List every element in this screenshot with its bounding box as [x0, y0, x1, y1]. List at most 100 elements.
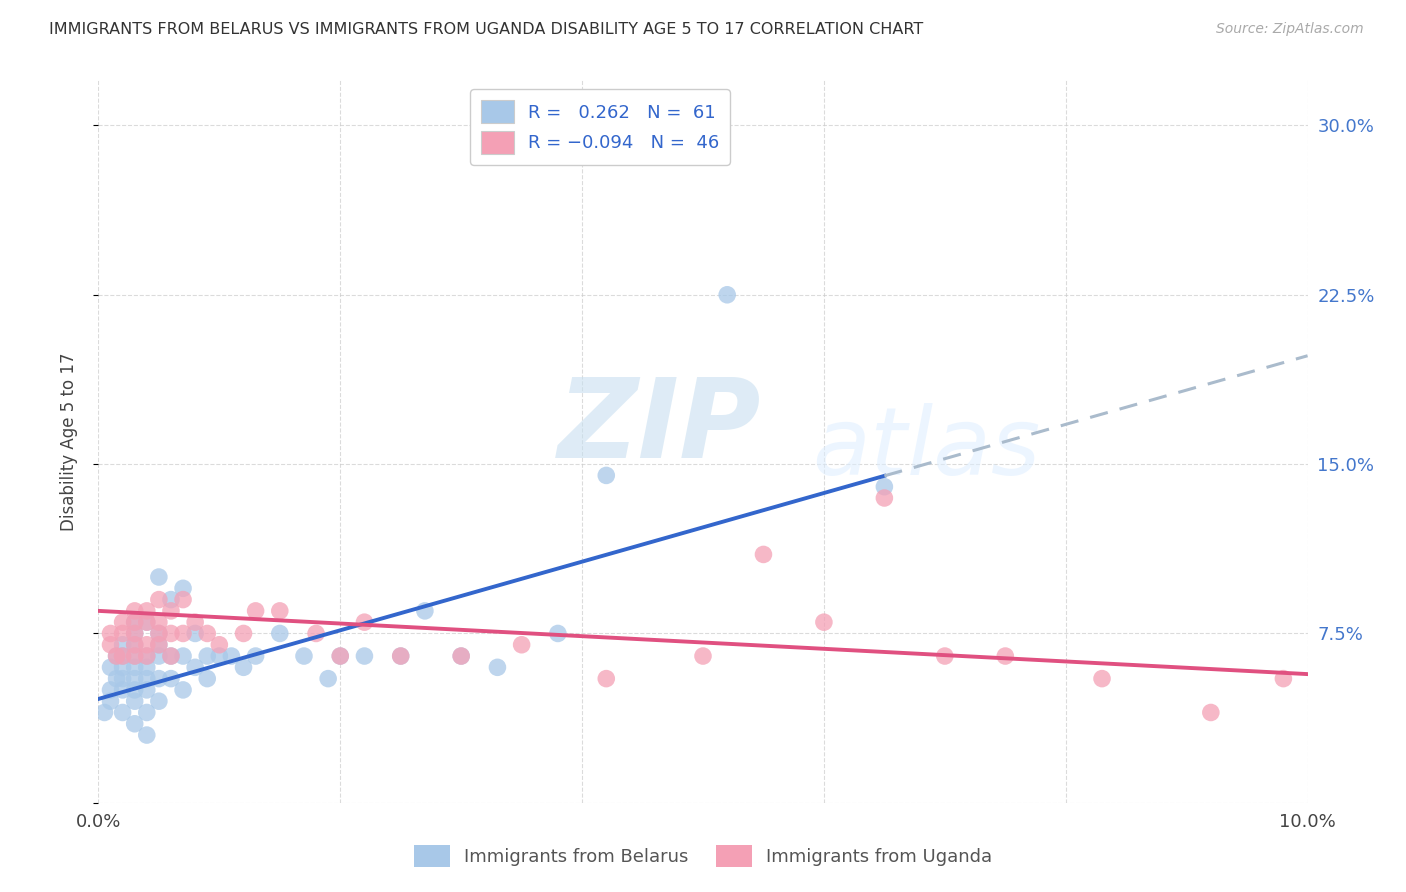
Point	[208, 648, 231, 663]
Point	[124, 648, 146, 663]
Point	[148, 648, 170, 663]
Point	[353, 615, 375, 630]
Point	[124, 716, 146, 731]
Point	[873, 480, 896, 494]
Point	[105, 672, 128, 686]
Point	[195, 672, 218, 686]
Point	[124, 626, 146, 640]
Point	[124, 648, 146, 663]
Point	[100, 660, 122, 674]
Point	[184, 615, 207, 630]
Point	[172, 582, 194, 596]
Point	[111, 706, 134, 720]
Point	[160, 672, 183, 686]
Point	[269, 604, 291, 618]
Point	[148, 570, 170, 584]
Point	[195, 648, 218, 663]
Point	[172, 682, 194, 697]
Point	[1272, 672, 1295, 686]
Point	[135, 672, 157, 686]
Point	[124, 626, 146, 640]
Point	[148, 638, 170, 652]
Point	[692, 648, 714, 663]
Point	[160, 626, 183, 640]
Point	[172, 592, 194, 607]
Point	[135, 648, 157, 663]
Y-axis label: Disability Age 5 to 17: Disability Age 5 to 17	[59, 352, 77, 531]
Point	[105, 648, 128, 663]
Point	[329, 648, 352, 663]
Legend: Immigrants from Belarus, Immigrants from Uganda: Immigrants from Belarus, Immigrants from…	[406, 838, 1000, 874]
Point	[124, 682, 146, 697]
Point	[135, 660, 157, 674]
Point	[100, 638, 122, 652]
Point	[245, 648, 267, 663]
Point	[100, 694, 122, 708]
Point	[160, 592, 183, 607]
Point	[595, 672, 617, 686]
Point	[135, 682, 157, 697]
Text: IMMIGRANTS FROM BELARUS VS IMMIGRANTS FROM UGANDA DISABILITY AGE 5 TO 17 CORRELA: IMMIGRANTS FROM BELARUS VS IMMIGRANTS FR…	[49, 22, 924, 37]
Point	[135, 706, 157, 720]
Text: Source: ZipAtlas.com: Source: ZipAtlas.com	[1216, 22, 1364, 37]
Point	[994, 648, 1017, 663]
Point	[124, 615, 146, 630]
Point	[547, 626, 569, 640]
Point	[111, 615, 134, 630]
Point	[124, 638, 146, 652]
Point	[93, 706, 115, 720]
Point	[148, 592, 170, 607]
Point	[148, 672, 170, 686]
Point	[595, 468, 617, 483]
Point	[124, 694, 146, 708]
Point	[486, 660, 509, 674]
Point	[124, 604, 146, 618]
Point	[111, 660, 134, 674]
Point	[100, 626, 122, 640]
Point	[316, 672, 339, 686]
Point	[148, 626, 170, 640]
Point	[389, 648, 412, 663]
Point	[208, 638, 231, 652]
Point	[160, 648, 183, 663]
Point	[111, 672, 134, 686]
Point	[1091, 672, 1114, 686]
Point	[135, 604, 157, 618]
Point	[329, 648, 352, 663]
Point	[873, 491, 896, 505]
Point	[195, 626, 218, 640]
Point	[135, 638, 157, 652]
Text: atlas: atlas	[811, 403, 1040, 494]
Point	[934, 648, 956, 663]
Point	[148, 626, 170, 640]
Point	[305, 626, 328, 640]
Point	[813, 615, 835, 630]
Point	[269, 626, 291, 640]
Point	[124, 660, 146, 674]
Point	[111, 682, 134, 697]
Point	[111, 648, 134, 663]
Point	[124, 638, 146, 652]
Point	[716, 287, 738, 301]
Point	[148, 615, 170, 630]
Point	[450, 648, 472, 663]
Point	[172, 648, 194, 663]
Point	[1199, 706, 1222, 720]
Point	[184, 660, 207, 674]
Point	[245, 604, 267, 618]
Point	[160, 604, 183, 618]
Point	[124, 615, 146, 630]
Point	[105, 648, 128, 663]
Point	[135, 615, 157, 630]
Point	[111, 648, 134, 663]
Point	[135, 615, 157, 630]
Point	[160, 648, 183, 663]
Point	[111, 638, 134, 652]
Point	[221, 648, 243, 663]
Point	[413, 604, 436, 618]
Point	[292, 648, 315, 663]
Point	[232, 660, 254, 674]
Point	[135, 728, 157, 742]
Point	[752, 548, 775, 562]
Point	[148, 638, 170, 652]
